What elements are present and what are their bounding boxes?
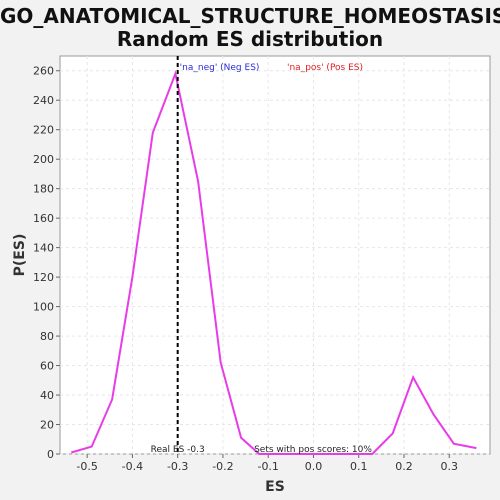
y-tick-label: 40: [40, 389, 54, 402]
y-tick-label: 180: [33, 183, 54, 196]
x-tick-label: -0.2: [212, 460, 233, 473]
x-tick-label: -0.5: [76, 460, 97, 473]
chart-subtitle: Random ES distribution: [116, 27, 384, 51]
x-tick-label: -0.4: [122, 460, 143, 473]
y-tick-label: 100: [33, 301, 54, 314]
y-tick-label: 20: [40, 419, 54, 432]
x-tick-label: -0.3: [167, 460, 188, 473]
y-axis-title: P(ES): [12, 234, 28, 277]
plot-area: [59, 55, 491, 455]
y-tick-label: 160: [33, 212, 54, 225]
pos-scores-label: Sets with pos scores: 10%: [254, 445, 372, 455]
real-es-label: Real ES -0.3: [151, 445, 205, 455]
y-tick-label: 220: [33, 124, 54, 137]
x-axis: -0.5 -0.4 -0.3 -0.2 -0.1 0.0 0.1 0.2 0.3: [76, 454, 458, 473]
y-tick-label: 140: [33, 242, 54, 255]
x-axis-title: ES: [265, 479, 285, 495]
x-tick-label: 0.0: [305, 460, 323, 473]
x-tick-label: 0.2: [395, 460, 413, 473]
y-tick-label: 60: [40, 360, 54, 373]
y-axis: 0 20 40 60 80 100 120 140 160 180 200 220 240 260: [33, 65, 60, 461]
y-tick-label: 0: [47, 448, 54, 461]
x-tick-label: 0.3: [441, 460, 459, 473]
y-tick-label: 240: [33, 94, 54, 107]
y-tick-label: 200: [33, 153, 54, 166]
y-tick-label: 260: [33, 65, 54, 78]
es-distribution-line: [71, 70, 477, 455]
y-tick-label: 80: [40, 330, 54, 343]
x-tick-label: -0.1: [257, 460, 278, 473]
legend-pos-es: 'na_pos' (Pos ES): [287, 63, 363, 73]
chart-title: GO_ANATOMICAL_STRUCTURE_HOMEOSTASIS:: [0, 4, 500, 28]
y-tick-label: 120: [33, 271, 54, 284]
legend-neg-es: 'na_neg' (Neg ES): [180, 63, 260, 73]
x-tick-label: 0.1: [350, 460, 368, 473]
